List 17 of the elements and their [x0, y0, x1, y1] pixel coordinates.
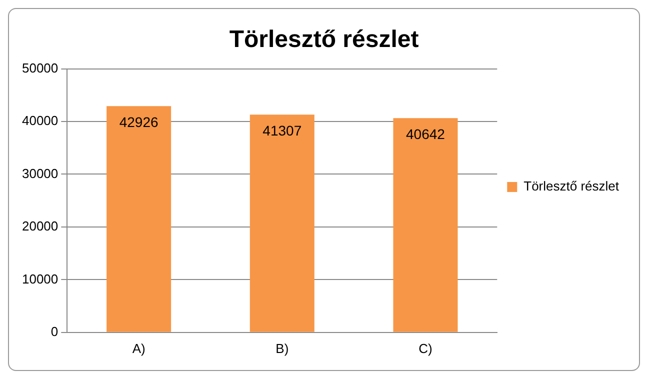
- y-tick-label: 0: [50, 324, 58, 339]
- bar: [250, 114, 314, 332]
- data-label: 41307: [262, 122, 302, 138]
- data-label: 40642: [406, 126, 446, 142]
- y-tick-label: 10000: [22, 271, 58, 286]
- legend-label: Törlesztő részlet: [524, 178, 620, 194]
- y-tick-label: 40000: [22, 113, 58, 128]
- y-tick-label: 20000: [22, 218, 58, 234]
- bar: [393, 118, 458, 332]
- x-tick-label: A): [132, 340, 146, 356]
- y-tick-label: 30000: [22, 166, 58, 181]
- x-tick-label: B): [276, 340, 289, 356]
- chart-title: Törlesztő részlet: [229, 26, 419, 54]
- y-tick-label: 50000: [22, 60, 58, 76]
- data-label: 42926: [119, 114, 158, 130]
- x-tick-label: C): [418, 340, 432, 356]
- bar: [106, 106, 172, 332]
